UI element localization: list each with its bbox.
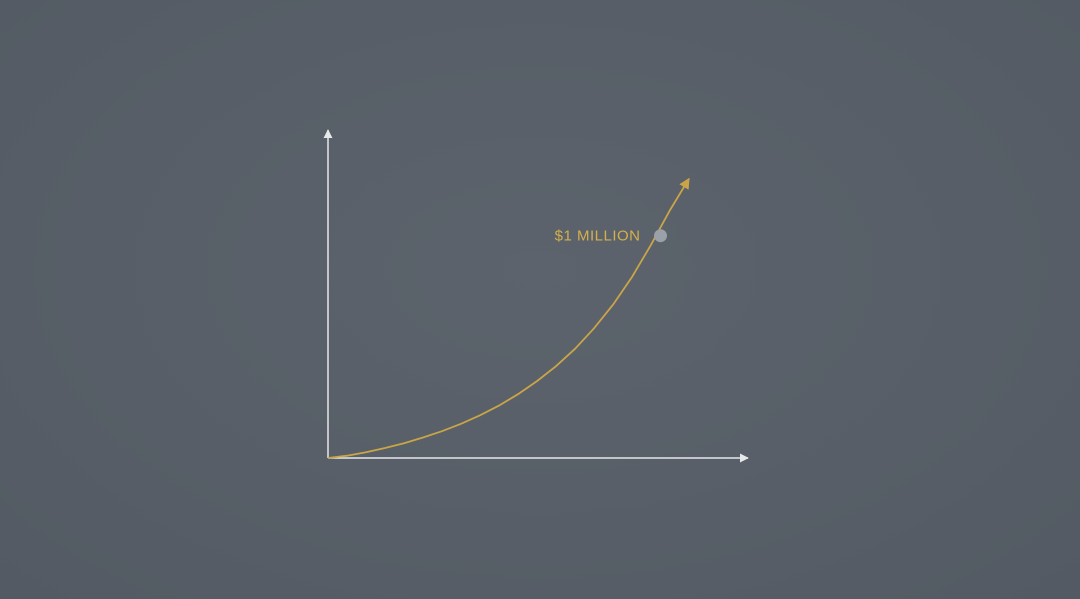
milestone-marker: [654, 229, 667, 243]
growth-curve: [327, 177, 690, 459]
milestone-label: $1 MILLION: [555, 228, 641, 245]
